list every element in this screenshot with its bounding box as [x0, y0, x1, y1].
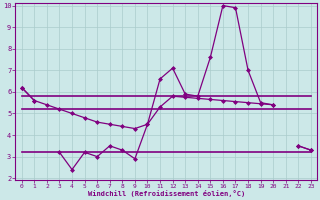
X-axis label: Windchill (Refroidissement éolien,°C): Windchill (Refroidissement éolien,°C): [88, 190, 245, 197]
